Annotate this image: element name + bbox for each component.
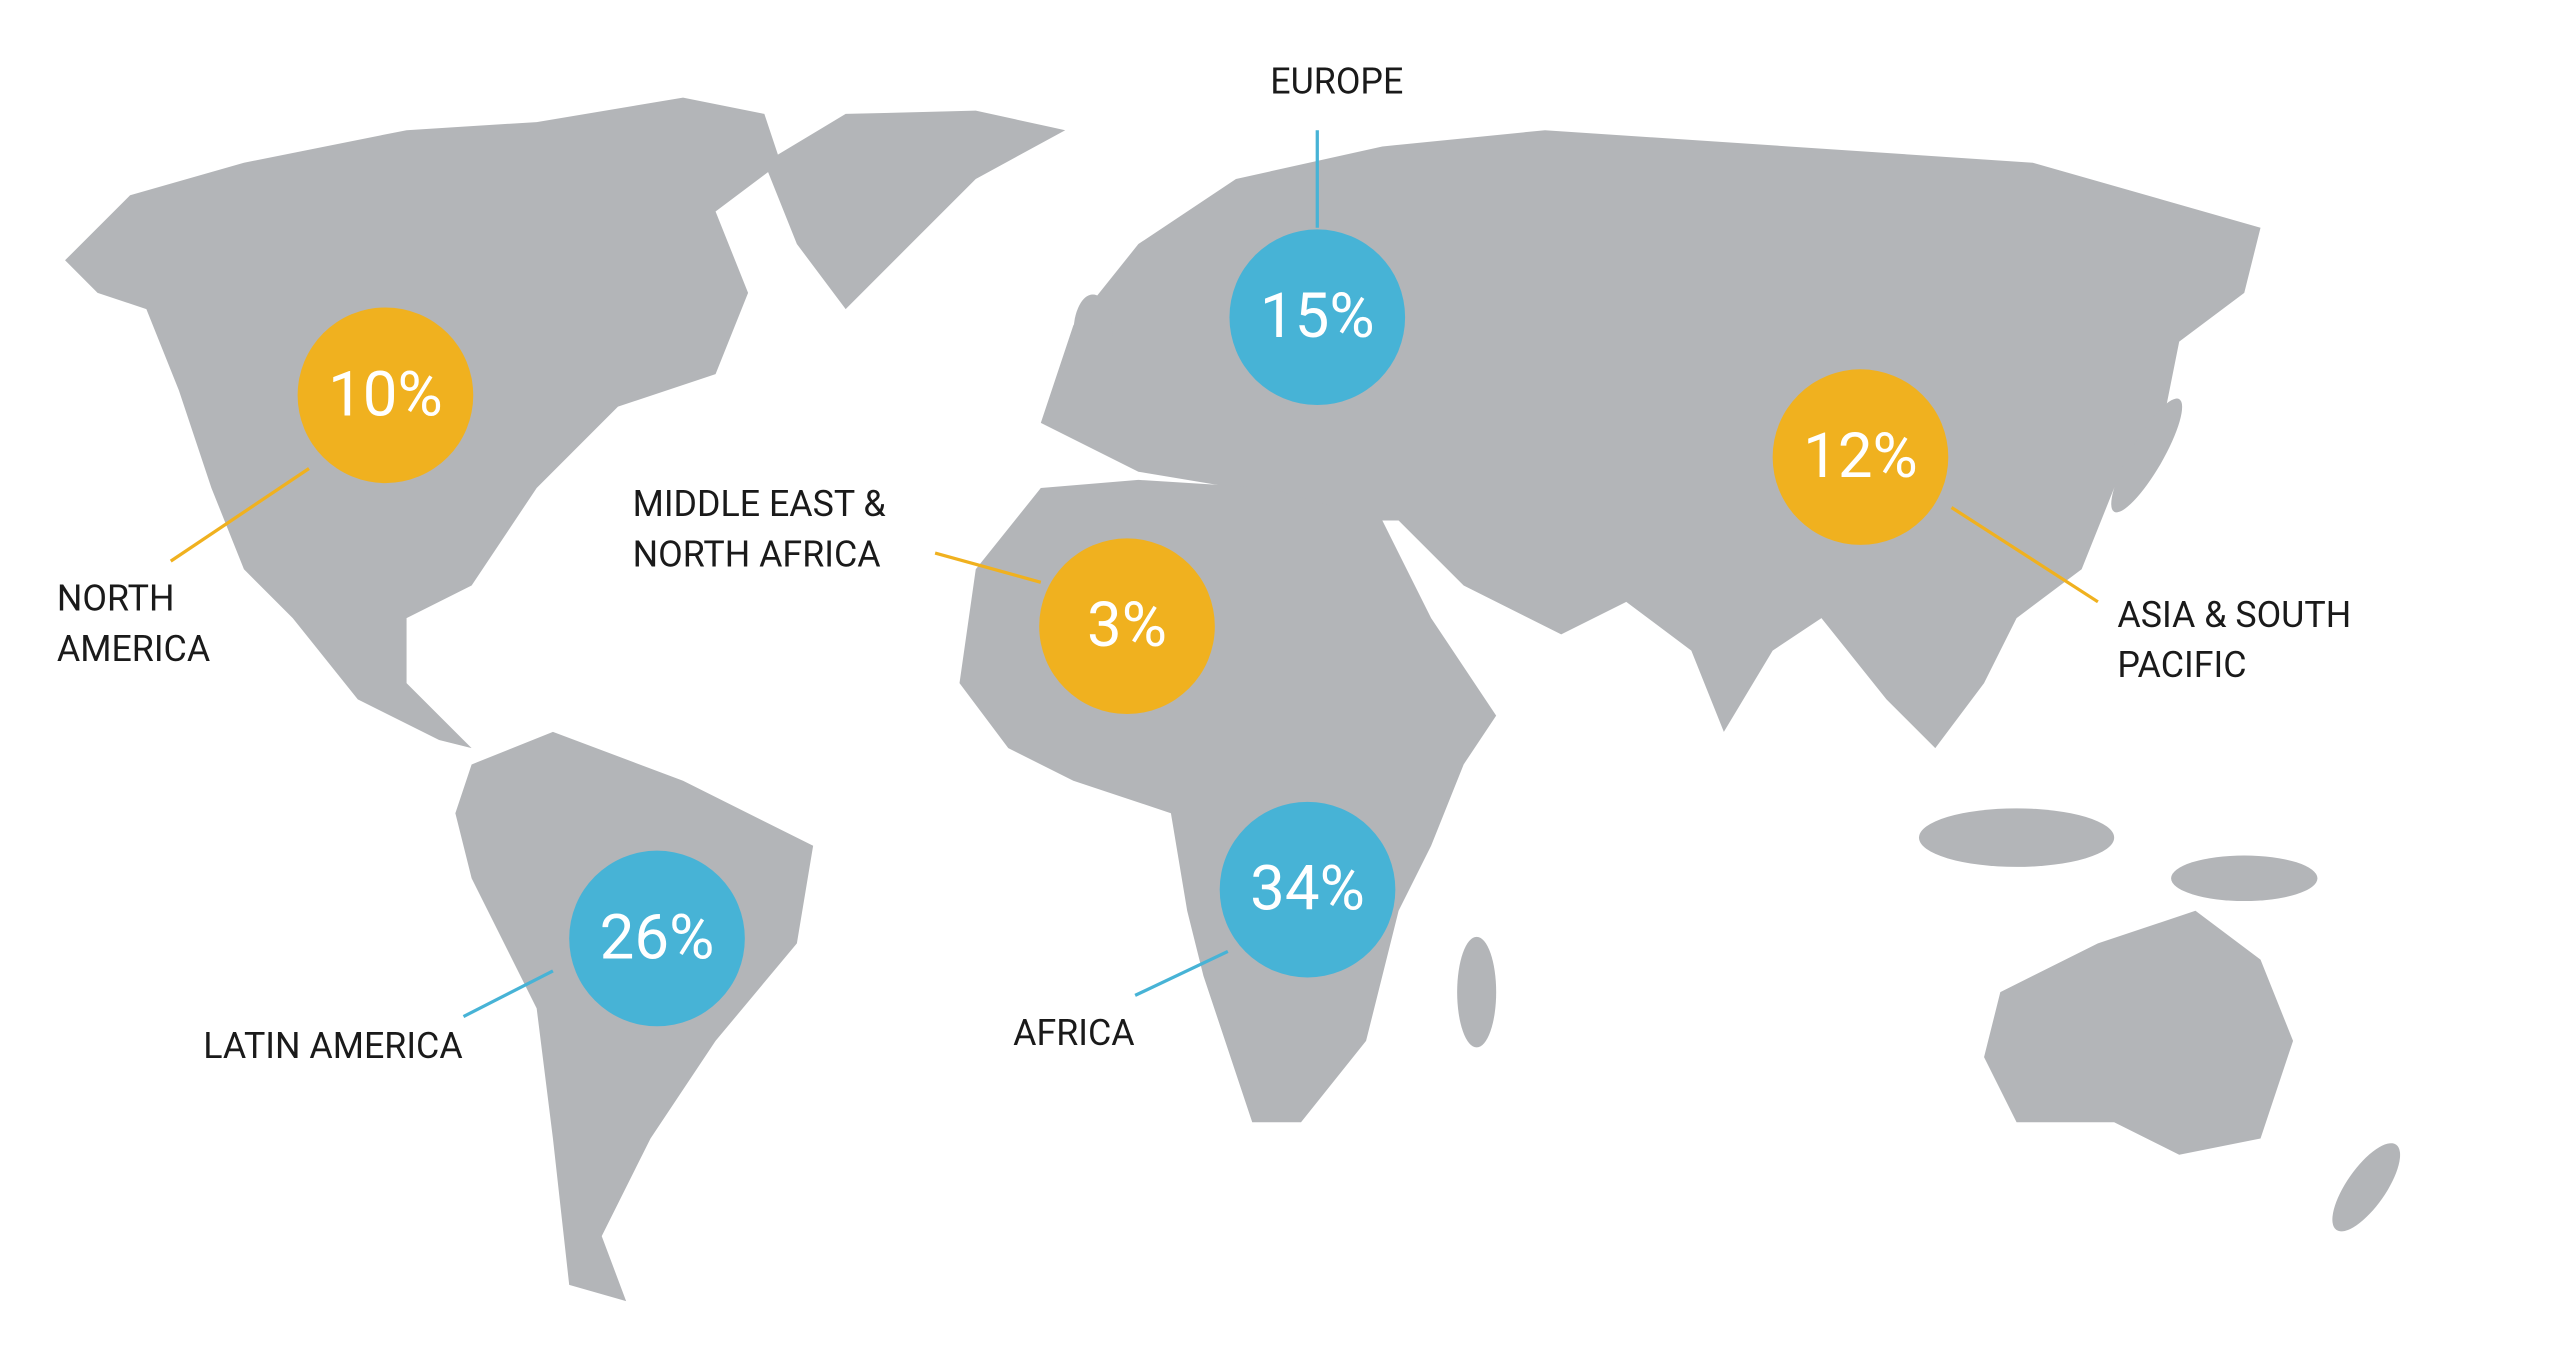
greenland bbox=[764, 110, 1066, 310]
region-percentage: 26% bbox=[600, 902, 715, 974]
leader-line bbox=[1134, 949, 1229, 997]
region-name: LATIN AMERICA bbox=[203, 1025, 462, 1067]
region-circle bbox=[1772, 369, 1949, 545]
region-name: ASIA & SOUTH bbox=[2117, 594, 2351, 636]
region-circle bbox=[1229, 229, 1406, 406]
leader-line bbox=[462, 969, 554, 1018]
region-circle bbox=[297, 307, 474, 484]
japan bbox=[2111, 398, 2183, 513]
region-name: NORTH bbox=[57, 578, 175, 620]
new-zealand bbox=[2332, 1143, 2401, 1232]
continents bbox=[65, 97, 2401, 1302]
region-name: EUROPE bbox=[1270, 60, 1403, 102]
region-circle bbox=[569, 850, 745, 1027]
region-markers: 10% NORTH AMERICA 15% EUROPE 3% MIDDLE EAST & N… bbox=[57, 60, 2351, 1066]
leader-line bbox=[1950, 506, 2099, 604]
region-circle bbox=[1219, 801, 1396, 978]
madagascar bbox=[1457, 936, 1497, 1048]
region-circle bbox=[1039, 538, 1215, 715]
region-percentage: 15% bbox=[1260, 281, 1375, 353]
indonesia bbox=[1919, 808, 2115, 867]
region-name: NORTH AFRICA bbox=[633, 534, 881, 576]
region-percentage: 12% bbox=[1803, 421, 1918, 493]
australia bbox=[1984, 910, 2294, 1155]
region-name: MIDDLE EAST & bbox=[633, 483, 887, 525]
region-percentage: 3% bbox=[1087, 590, 1167, 662]
leader-line bbox=[934, 551, 1042, 584]
region-percentage: 34% bbox=[1250, 854, 1365, 926]
region-name: PACIFIC bbox=[2117, 644, 2246, 686]
region-percentage: 10% bbox=[328, 359, 443, 431]
britain bbox=[1073, 294, 1113, 373]
region-name: AMERICA bbox=[57, 628, 210, 670]
leader-line bbox=[169, 467, 310, 563]
region-name: AFRICA bbox=[1013, 1012, 1134, 1054]
new-guinea bbox=[2171, 855, 2318, 902]
